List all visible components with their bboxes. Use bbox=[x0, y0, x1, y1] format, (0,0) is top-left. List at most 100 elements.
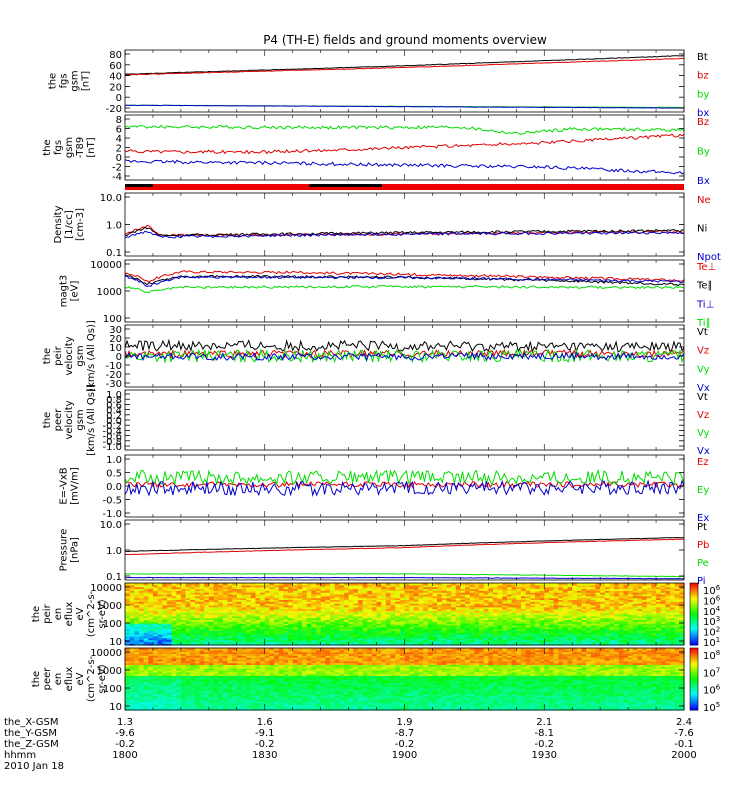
heatmap-cell bbox=[548, 593, 555, 597]
heatmap-cell bbox=[572, 617, 578, 621]
heatmap-cell bbox=[562, 583, 569, 586]
heatmap-cell bbox=[143, 623, 149, 626]
heatmap-cell bbox=[357, 623, 364, 626]
heatmap-cell bbox=[460, 624, 466, 628]
heatmap-cell bbox=[679, 617, 685, 621]
heatmap-cell bbox=[152, 588, 159, 591]
heatmap-cell bbox=[446, 623, 452, 626]
heatmap-cell bbox=[516, 599, 522, 602]
heatmap-cell bbox=[413, 621, 420, 624]
heatmap-cell bbox=[339, 641, 345, 644]
heatmap-cell bbox=[488, 708, 494, 711]
heatmap-cell bbox=[134, 624, 140, 628]
heatmap-cell bbox=[288, 592, 294, 595]
heatmap-cell bbox=[348, 599, 354, 602]
heatmap-cell bbox=[474, 624, 480, 628]
heatmap-cell bbox=[539, 583, 545, 586]
heatmap-cell bbox=[241, 637, 247, 641]
y-axis-label: en bbox=[53, 608, 64, 621]
heatmap-cell bbox=[413, 617, 420, 621]
heatmap-cell bbox=[246, 623, 252, 626]
heatmap-cell bbox=[530, 590, 536, 593]
heatmap-cell bbox=[357, 601, 364, 604]
heatmap-cell bbox=[218, 643, 224, 646]
heatmap-cell bbox=[325, 604, 331, 608]
heatmap-cell bbox=[646, 610, 652, 613]
heatmap-cell bbox=[451, 708, 457, 711]
heatmap-cell bbox=[222, 619, 229, 622]
heatmap-cell bbox=[306, 639, 312, 642]
heatmap-cell bbox=[516, 619, 522, 622]
heatmap-cell bbox=[572, 635, 578, 639]
heatmap-cell bbox=[134, 621, 140, 624]
heatmap-cell bbox=[530, 639, 536, 642]
heatmap-cell bbox=[516, 617, 522, 621]
heatmap-cell bbox=[204, 614, 210, 617]
heatmap-cell bbox=[343, 583, 350, 586]
heatmap-cell bbox=[488, 612, 494, 615]
heatmap-cell bbox=[469, 630, 475, 633]
heatmap-cell bbox=[390, 630, 396, 633]
heatmap-cell bbox=[162, 586, 168, 590]
heatmap-cell bbox=[269, 593, 275, 597]
heatmap-cell bbox=[241, 603, 247, 606]
heatmap-cell bbox=[269, 630, 275, 633]
heatmap-cell bbox=[292, 628, 298, 632]
heatmap-cell bbox=[441, 619, 448, 622]
series-bz bbox=[125, 57, 684, 76]
heatmap-cell bbox=[595, 619, 601, 622]
heatmap-cell bbox=[166, 643, 173, 646]
heatmap-cell bbox=[520, 637, 527, 641]
heatmap-cell bbox=[511, 606, 517, 610]
heatmap-cell bbox=[395, 603, 401, 606]
heatmap-cell bbox=[302, 604, 308, 608]
y-tick-label: -0.8 bbox=[102, 437, 122, 448]
heatmap-cell bbox=[469, 614, 475, 617]
heatmap-cell bbox=[353, 583, 359, 586]
heatmap-cell bbox=[297, 584, 303, 588]
heatmap-cell bbox=[367, 637, 373, 641]
heatmap-cell bbox=[665, 614, 671, 617]
heatmap-cell bbox=[651, 641, 657, 644]
heatmap-cell bbox=[176, 593, 182, 597]
heatmap-cell bbox=[567, 621, 573, 624]
heatmap-cell bbox=[488, 593, 494, 597]
heatmap-cell bbox=[204, 593, 210, 597]
heatmap-cell bbox=[367, 617, 373, 621]
heatmap-cell bbox=[152, 597, 159, 601]
heatmap-cell bbox=[288, 590, 294, 593]
heatmap-cell bbox=[665, 637, 671, 641]
heatmap-cell bbox=[353, 626, 359, 630]
heatmap-cell bbox=[367, 632, 373, 635]
heatmap-cell bbox=[534, 632, 541, 635]
heatmap-cell bbox=[502, 628, 508, 632]
heatmap-cell bbox=[292, 610, 298, 613]
heatmap-cell bbox=[581, 630, 587, 633]
heatmap-cell bbox=[302, 641, 308, 644]
heatmap-cell bbox=[451, 588, 457, 591]
heatmap-cell bbox=[474, 595, 480, 599]
heatmap-cell bbox=[246, 634, 252, 637]
heatmap-cell bbox=[618, 643, 625, 646]
heatmap-cell bbox=[483, 586, 489, 590]
y-tick-label: 8 bbox=[116, 115, 122, 126]
heatmap-cell bbox=[670, 624, 676, 628]
heatmap-cell bbox=[646, 634, 652, 637]
heatmap-cell bbox=[534, 635, 541, 639]
heatmap-cell bbox=[679, 588, 685, 591]
heatmap-cell bbox=[255, 632, 261, 635]
heatmap-cell bbox=[646, 595, 652, 599]
heatmap-cell bbox=[148, 619, 154, 622]
heatmap-cell bbox=[166, 708, 173, 711]
heatmap-cell bbox=[632, 626, 639, 630]
heatmap-cell bbox=[567, 601, 573, 604]
heatmap-cell bbox=[138, 606, 145, 610]
heatmap-cell bbox=[222, 590, 229, 593]
heatmap-cell bbox=[274, 617, 280, 621]
heatmap-cell bbox=[656, 586, 662, 590]
heatmap-cell bbox=[595, 624, 601, 628]
heatmap-cell bbox=[125, 621, 131, 624]
heatmap-cell bbox=[213, 706, 219, 709]
heatmap-cell bbox=[255, 634, 261, 637]
heatmap-cell bbox=[451, 617, 457, 621]
